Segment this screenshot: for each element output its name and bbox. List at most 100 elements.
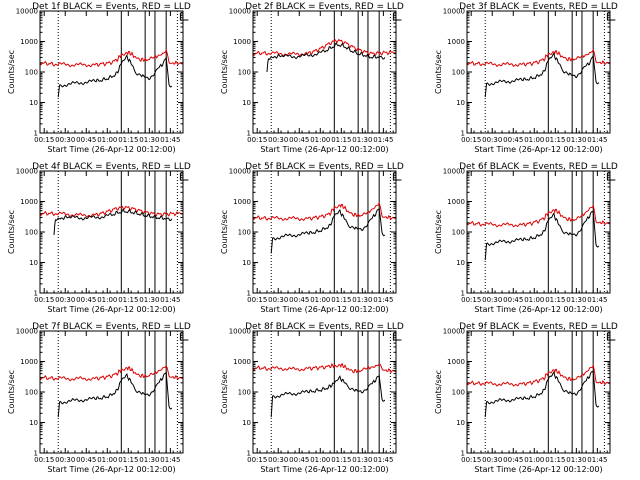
x-tick-label: 00:45 bbox=[76, 136, 96, 144]
chart-title: Det 3f BLACK = Events, RED = LLD bbox=[459, 2, 618, 12]
x-tick-label: 00:45 bbox=[289, 296, 309, 304]
x-tick-label: 00:45 bbox=[76, 296, 96, 304]
y-tick-label: 10 bbox=[29, 419, 38, 427]
y-tick-label: 10 bbox=[456, 419, 465, 427]
bracket-marker bbox=[179, 13, 189, 21]
x-tick-label: 01:30 bbox=[139, 136, 159, 144]
x-tick-label: 01:30 bbox=[352, 456, 372, 464]
x-tick-label: 01:15 bbox=[545, 136, 565, 144]
y-tick-label: 1 bbox=[34, 130, 38, 138]
y-axis-label: Counts/sec bbox=[7, 210, 16, 254]
bracket-marker bbox=[606, 13, 616, 21]
x-tick-label: 01:30 bbox=[139, 296, 159, 304]
lld-series-line bbox=[467, 204, 610, 228]
plot-frame bbox=[466, 330, 611, 454]
chart-title: Det 2f BLACK = Events, RED = LLD bbox=[245, 2, 404, 12]
x-tick-label: 00:30 bbox=[55, 296, 75, 304]
plot-frame bbox=[39, 10, 184, 134]
y-tick-label: 1000 bbox=[20, 358, 38, 366]
x-tick-label: 01:00 bbox=[97, 136, 117, 144]
y-tick-label: 10000 bbox=[16, 168, 38, 176]
y-axis-label: Counts/sec bbox=[7, 370, 16, 414]
y-tick-label: 10 bbox=[242, 259, 251, 267]
lld-series-line bbox=[253, 362, 396, 374]
chart-title: Det 6f BLACK = Events, RED = LLD bbox=[459, 162, 618, 172]
x-tick-label: 00:45 bbox=[503, 136, 523, 144]
y-tick-label: 10 bbox=[242, 419, 251, 427]
x-tick-label: 00:30 bbox=[55, 456, 75, 464]
x-tick-label: 01:45 bbox=[160, 136, 180, 144]
y-tick-label: 100 bbox=[452, 389, 465, 397]
x-tick-label: 01:00 bbox=[310, 456, 330, 464]
x-tick-label: 00:45 bbox=[76, 456, 96, 464]
x-tick-label: 01:30 bbox=[566, 296, 586, 304]
detector-chart-5: Det 5f BLACK = Events, RED = LLD 1 10 100 10… bbox=[220, 162, 404, 314]
y-tick-label: 100 bbox=[452, 69, 465, 77]
events-series-line bbox=[57, 54, 173, 98]
y-tick-label: 1000 bbox=[20, 198, 38, 206]
x-tick-label: 00:30 bbox=[482, 456, 502, 464]
y-tick-label: 10 bbox=[456, 99, 465, 107]
x-tick-label: 00:15 bbox=[34, 456, 54, 464]
y-tick-label: 1000 bbox=[447, 38, 465, 46]
y-tick-label: 100 bbox=[238, 389, 251, 397]
x-tick-label: 01:00 bbox=[524, 456, 544, 464]
y-tick-label: 10 bbox=[29, 99, 38, 107]
events-series-line bbox=[53, 208, 173, 236]
plot-frame bbox=[252, 10, 397, 134]
bracket-marker bbox=[392, 13, 402, 21]
x-axis-label: Start Time (26-Apr-12 00:12:00) bbox=[47, 305, 175, 314]
lld-series-line bbox=[40, 364, 183, 382]
y-tick-label: 10000 bbox=[16, 8, 38, 16]
x-tick-label: 00:15 bbox=[461, 136, 481, 144]
y-axis-label: Counts/sec bbox=[434, 370, 443, 414]
events-series-line bbox=[57, 371, 173, 418]
detector-chart-2: Det 2f BLACK = Events, RED = LLD 1 10 100 10… bbox=[220, 2, 404, 154]
bracket-marker bbox=[392, 173, 402, 181]
y-tick-label: 1000 bbox=[447, 358, 465, 366]
y-tick-label: 100 bbox=[238, 69, 251, 77]
y-axis-label: Counts/sec bbox=[220, 370, 229, 414]
x-tick-label: 01:45 bbox=[373, 456, 393, 464]
x-tick-label: 01:45 bbox=[587, 296, 607, 304]
x-tick-label: 00:30 bbox=[482, 296, 502, 304]
y-tick-label: 10000 bbox=[443, 328, 465, 336]
events-series-line bbox=[484, 210, 600, 261]
lld-series-line bbox=[40, 205, 183, 218]
x-tick-label: 00:15 bbox=[461, 296, 481, 304]
x-tick-label: 01:30 bbox=[566, 136, 586, 144]
x-axis-label: Start Time (26-Apr-12 00:12:00) bbox=[47, 145, 175, 154]
y-tick-label: 100 bbox=[452, 229, 465, 237]
x-tick-label: 01:00 bbox=[310, 296, 330, 304]
x-axis-label: Start Time (26-Apr-12 00:12:00) bbox=[474, 465, 602, 474]
y-tick-label: 1000 bbox=[20, 38, 38, 46]
detector-chart-1: Det 1f BLACK = Events, RED = LLD 1 10 100 10… bbox=[7, 2, 191, 154]
y-tick-label: 100 bbox=[25, 389, 38, 397]
y-tick-label: 10000 bbox=[16, 328, 38, 336]
x-tick-label: 01:15 bbox=[545, 456, 565, 464]
x-tick-label: 01:30 bbox=[352, 296, 372, 304]
y-tick-label: 1000 bbox=[233, 198, 251, 206]
x-tick-label: 01:15 bbox=[118, 136, 138, 144]
y-tick-label: 1000 bbox=[447, 198, 465, 206]
x-axis-label: Start Time (26-Apr-12 00:12:00) bbox=[260, 305, 388, 314]
x-tick-label: 01:15 bbox=[118, 296, 138, 304]
events-series-line bbox=[484, 52, 600, 98]
x-tick-label: 01:15 bbox=[331, 296, 351, 304]
x-tick-label: 01:30 bbox=[566, 456, 586, 464]
bracket-marker bbox=[606, 333, 616, 341]
x-tick-label: 01:15 bbox=[118, 456, 138, 464]
x-axis-label: Start Time (26-Apr-12 00:12:00) bbox=[474, 145, 602, 154]
y-tick-label: 1 bbox=[461, 290, 465, 298]
y-tick-label: 10000 bbox=[229, 328, 251, 336]
detector-chart-7: Det 7f BLACK = Events, RED = LLD 1 10 100 10… bbox=[7, 322, 191, 474]
x-tick-label: 01:30 bbox=[139, 456, 159, 464]
x-tick-label: 00:45 bbox=[289, 456, 309, 464]
x-tick-label: 01:45 bbox=[160, 296, 180, 304]
x-tick-label: 01:00 bbox=[524, 296, 544, 304]
plot-frame bbox=[252, 170, 397, 294]
lld-series-line bbox=[253, 38, 396, 57]
x-tick-label: 00:45 bbox=[503, 456, 523, 464]
x-tick-label: 01:45 bbox=[587, 136, 607, 144]
